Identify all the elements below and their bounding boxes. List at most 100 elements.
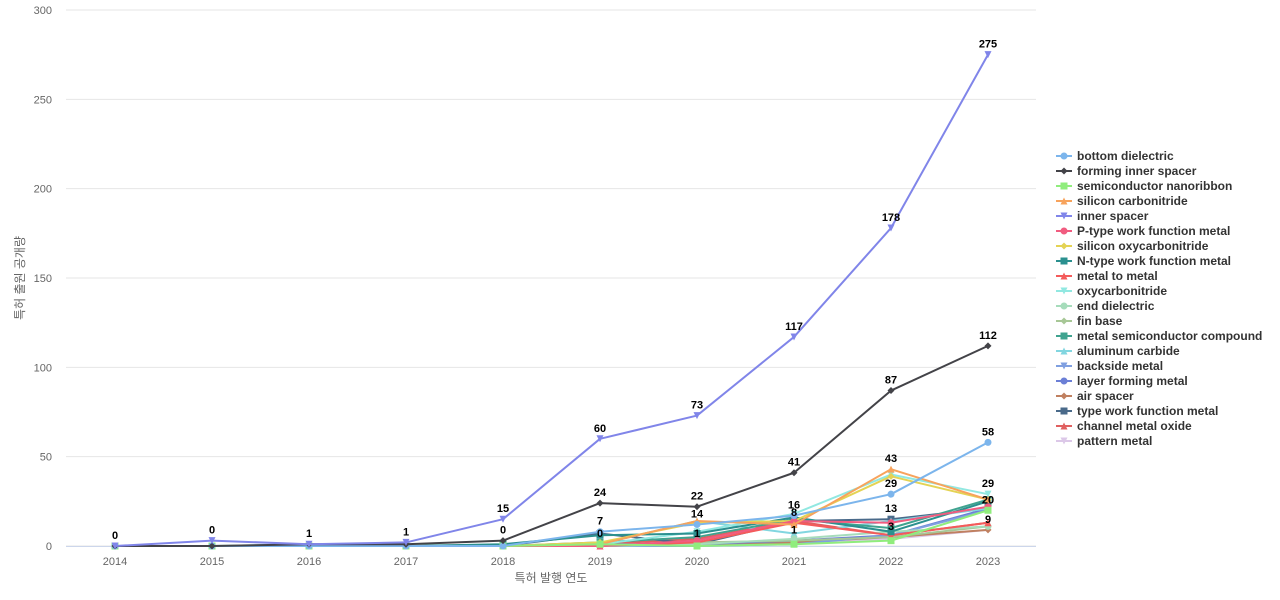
legend-label: P-type work function metal <box>1077 224 1230 238</box>
legend-item[interactable]: air spacer <box>1056 389 1134 403</box>
legend-item[interactable]: channel metal oxide <box>1056 419 1192 433</box>
data-point <box>596 435 604 443</box>
legend-item[interactable]: metal semiconductor compound <box>1056 329 1262 343</box>
data-point <box>984 438 992 446</box>
legend-item[interactable]: type work function metal <box>1056 404 1218 418</box>
legend-item[interactable]: P-type work function metal <box>1056 224 1230 238</box>
data-point <box>596 540 604 548</box>
data-label: 0 <box>112 530 118 542</box>
data-label: 9 <box>985 514 991 526</box>
data-point <box>693 542 701 550</box>
series-line <box>114 54 989 547</box>
series-bottom-dielectric <box>111 438 992 550</box>
data-point <box>984 490 992 498</box>
legend-marker <box>1060 257 1068 265</box>
legend-marker <box>1060 377 1068 385</box>
legend-item[interactable]: oxycarbonitride <box>1056 284 1167 298</box>
x-tick-label: 2018 <box>491 556 515 568</box>
legend-item[interactable]: aluminum carbide <box>1056 344 1180 358</box>
legend-marker <box>1060 212 1068 220</box>
legend-marker <box>1060 422 1068 430</box>
legend-label: forming inner spacer <box>1077 164 1197 178</box>
data-label: 7 <box>597 516 603 528</box>
x-tick-label: 2016 <box>297 556 321 568</box>
legend-item[interactable]: inner spacer <box>1056 209 1149 223</box>
legend-label: N-type work function metal <box>1077 254 1231 268</box>
data-point <box>305 540 313 548</box>
legend-item[interactable]: pattern metal <box>1056 434 1152 448</box>
data-label: 3 <box>888 521 894 533</box>
data-label: 14 <box>691 509 704 521</box>
data-point <box>887 531 895 539</box>
legend-marker <box>1060 392 1068 400</box>
legend-label: aluminum carbide <box>1077 344 1180 358</box>
legend-marker <box>1060 347 1068 355</box>
legend-marker <box>1060 287 1068 295</box>
data-point <box>790 512 798 520</box>
data-point <box>693 503 701 511</box>
data-label: 0 <box>209 525 215 537</box>
data-point <box>499 542 507 550</box>
legend-item[interactable]: semiconductor nanoribbon <box>1056 179 1232 193</box>
data-point <box>596 499 604 507</box>
series-forming-inner-spacer <box>111 342 992 550</box>
legend-item[interactable]: bottom dielectric <box>1056 149 1174 163</box>
data-point <box>596 528 604 536</box>
data-point <box>887 537 895 545</box>
y-tick-label: 50 <box>40 452 52 464</box>
data-point <box>984 519 992 527</box>
data-point <box>887 472 895 480</box>
legend-item[interactable]: fin base <box>1056 314 1123 328</box>
data-point <box>402 538 410 546</box>
legend-marker <box>1060 242 1068 250</box>
data-point <box>596 531 604 539</box>
data-label: 1 <box>694 528 700 540</box>
legend-marker <box>1060 197 1068 205</box>
data-point <box>887 524 895 532</box>
data-point <box>693 533 701 541</box>
legend-marker <box>1060 317 1068 325</box>
legend-marker <box>1060 152 1068 160</box>
data-point <box>790 469 798 477</box>
legend-item[interactable]: layer forming metal <box>1056 374 1188 388</box>
legend-label: end dielectric <box>1077 299 1155 313</box>
legend-label: oxycarbonitride <box>1077 284 1167 298</box>
legend-item[interactable]: silicon carbonitride <box>1056 194 1188 208</box>
y-tick-label: 0 <box>46 541 52 553</box>
data-label: 0 <box>500 525 506 537</box>
legend-marker <box>1060 167 1068 175</box>
x-tick-label: 2022 <box>879 556 903 568</box>
legend-item[interactable]: N-type work function metal <box>1056 254 1231 268</box>
data-point <box>499 515 507 523</box>
data-label: 15 <box>497 503 509 515</box>
legend-label: pattern metal <box>1077 434 1152 448</box>
data-point <box>887 465 895 473</box>
legend-marker <box>1060 437 1068 445</box>
x-tick-label: 2014 <box>103 556 127 568</box>
x-tick-label: 2020 <box>685 556 709 568</box>
legend-item[interactable]: metal to metal <box>1056 269 1158 283</box>
legend-marker <box>1060 272 1068 280</box>
legend-marker <box>1060 332 1068 340</box>
legend-item[interactable]: forming inner spacer <box>1056 164 1197 178</box>
data-label: 16 <box>788 500 800 512</box>
x-tick-label: 2023 <box>976 556 1000 568</box>
data-point <box>693 521 701 529</box>
data-point <box>499 537 507 545</box>
series-line <box>115 475 989 547</box>
legend-label: metal semiconductor compound <box>1077 329 1262 343</box>
y-axis-title: 특허 출원 공개량 <box>13 236 27 320</box>
legend-item[interactable]: backside metal <box>1056 359 1163 373</box>
data-point <box>790 521 798 529</box>
data-point <box>693 537 701 545</box>
legend-item[interactable]: end dielectric <box>1056 299 1155 313</box>
data-label: 1 <box>306 528 312 540</box>
data-label: 41 <box>788 457 800 469</box>
y-tick-label: 300 <box>34 5 52 17</box>
legend-marker <box>1060 407 1068 415</box>
series-line <box>115 473 989 547</box>
legend-item[interactable]: silicon oxycarbonitride <box>1056 239 1209 253</box>
data-label: 73 <box>691 400 703 412</box>
legend-label: backside metal <box>1077 359 1163 373</box>
